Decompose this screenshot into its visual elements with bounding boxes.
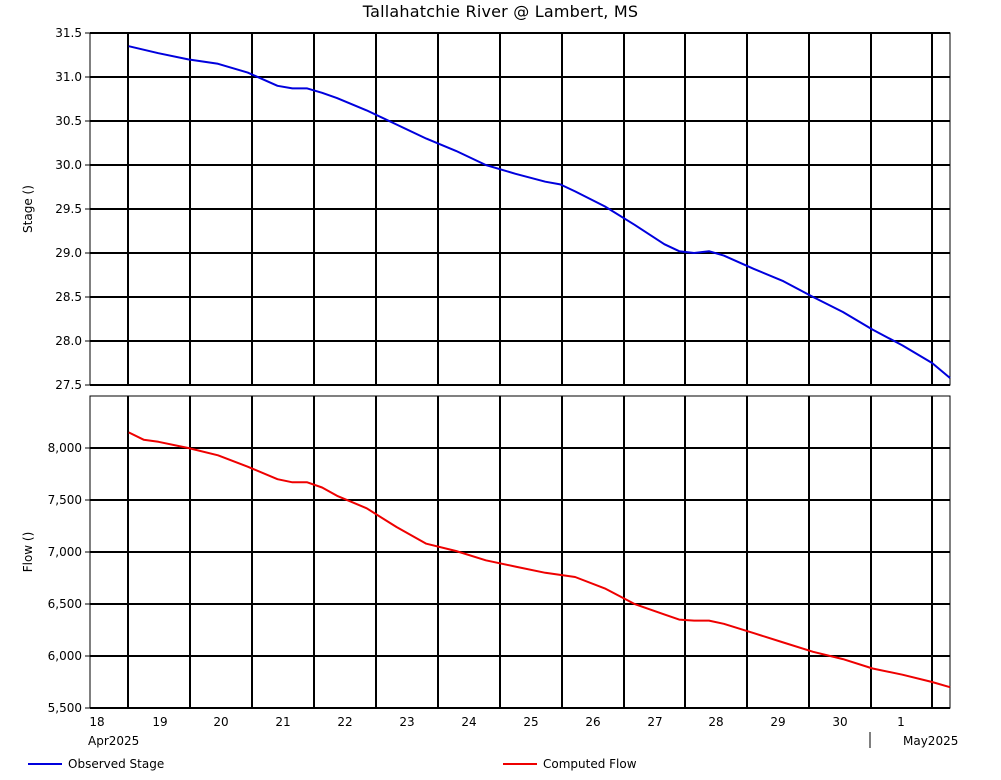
y-tick-label-0-2: 30.5 bbox=[55, 114, 82, 128]
x-tick-label-0: 18 bbox=[89, 715, 104, 729]
series-line-0-0 bbox=[128, 45, 951, 379]
x-month-label-1: May2025 bbox=[903, 734, 958, 748]
series-line-1-0 bbox=[128, 431, 951, 689]
y-tick-label-1-5: 5,500 bbox=[48, 701, 82, 715]
x-tick-label-10: 28 bbox=[708, 715, 723, 729]
x-tick-label-13: 1 bbox=[897, 715, 905, 729]
y-tick-label-0-0: 31.5 bbox=[55, 26, 82, 40]
y-axis-label-0: Stage () bbox=[21, 185, 35, 233]
y-tick-label-0-8: 27.5 bbox=[55, 378, 82, 392]
y-tick-label-1-2: 7,000 bbox=[48, 545, 82, 559]
x-tick-label-6: 24 bbox=[461, 715, 476, 729]
x-tick-label-7: 25 bbox=[523, 715, 538, 729]
legend-swatch-computed-flow bbox=[503, 763, 537, 765]
x-tick-label-8: 26 bbox=[585, 715, 600, 729]
legend-label-observed-stage: Observed Stage bbox=[68, 757, 165, 771]
x-tick-label-5: 23 bbox=[399, 715, 414, 729]
y-tick-label-1-3: 6,500 bbox=[48, 597, 82, 611]
y-tick-label-0-6: 28.5 bbox=[55, 290, 82, 304]
y-tick-label-1-0: 8,000 bbox=[48, 441, 82, 455]
x-tick-label-9: 27 bbox=[647, 715, 662, 729]
x-tick-label-11: 29 bbox=[770, 715, 785, 729]
y-axis-label-1: Flow () bbox=[21, 532, 35, 573]
x-tick-label-3: 21 bbox=[275, 715, 290, 729]
y-tick-label-0-4: 29.5 bbox=[55, 202, 82, 216]
y-tick-label-1-1: 7,500 bbox=[48, 493, 82, 507]
legend-swatch-observed-stage bbox=[28, 763, 62, 765]
x-tick-label-2: 20 bbox=[213, 715, 228, 729]
y-tick-label-0-5: 29.0 bbox=[55, 246, 82, 260]
y-tick-label-1-4: 6,000 bbox=[48, 649, 82, 663]
y-tick-label-0-7: 28.0 bbox=[55, 334, 82, 348]
legend-item-observed-stage: Observed Stage bbox=[28, 754, 164, 774]
chart-title: Tallahatchie River @ Lambert, MS bbox=[362, 2, 639, 21]
legend-label-computed-flow: Computed Flow bbox=[543, 757, 637, 771]
x-month-label-0: Apr2025 bbox=[88, 734, 139, 748]
x-tick-label-12: 30 bbox=[832, 715, 847, 729]
legend-item-computed-flow: Computed Flow bbox=[503, 754, 637, 774]
y-tick-label-0-1: 31.0 bbox=[55, 70, 82, 84]
x-tick-label-4: 22 bbox=[337, 715, 352, 729]
y-tick-label-0-3: 30.0 bbox=[55, 158, 82, 172]
x-tick-label-1: 19 bbox=[152, 715, 167, 729]
